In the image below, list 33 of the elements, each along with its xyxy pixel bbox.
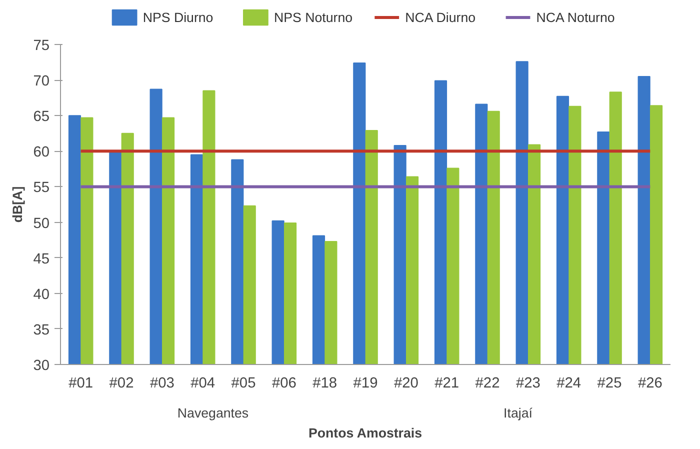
y-tick-label: 65 <box>33 109 50 126</box>
x-tick-label: #19 <box>353 376 378 392</box>
x-tick-label: #05 <box>231 376 256 392</box>
y-tick-label: 40 <box>33 286 50 303</box>
y-tick-label: 35 <box>33 322 50 338</box>
x-tick-label: #25 <box>597 376 622 392</box>
x-tick-label: #03 <box>150 376 174 392</box>
y-tick-label: 45 <box>33 251 50 268</box>
text: Itajaí <box>504 406 533 420</box>
text: Navegantes <box>177 406 249 420</box>
y-tick-label: 60 <box>33 144 50 161</box>
x-axis-title: Pontos Amostrais <box>308 426 422 440</box>
x-tick-label: #20 <box>394 376 418 392</box>
x-tick-label: #23 <box>516 376 540 392</box>
legend-label: NCA Noturno <box>536 10 615 25</box>
legend-label: NPS Diurno <box>142 10 214 25</box>
y-tick-label: 75 <box>33 38 50 54</box>
x-tick-label: #02 <box>109 376 134 392</box>
legend-label: NPS Noturno <box>274 10 353 25</box>
x-tick-label: #21 <box>434 376 460 392</box>
x-tick-label: #26 <box>638 376 662 392</box>
x-tick-label: #18 <box>312 376 338 392</box>
x-tick-label: #24 <box>556 376 582 392</box>
y-tick-label: 50 <box>33 216 50 232</box>
x-tick-label: #04 <box>190 376 216 392</box>
x-tick-label: #01 <box>68 376 94 392</box>
legend-label: NCA Diurno <box>405 10 476 25</box>
y-tick-label: 55 <box>33 180 50 196</box>
y-axis-title: dB[A] <box>10 186 26 223</box>
x-tick-label: #06 <box>272 376 296 392</box>
x-tick-label: #22 <box>475 376 500 392</box>
y-tick-label: 30 <box>33 358 50 374</box>
y-tick-label: 70 <box>33 74 50 90</box>
